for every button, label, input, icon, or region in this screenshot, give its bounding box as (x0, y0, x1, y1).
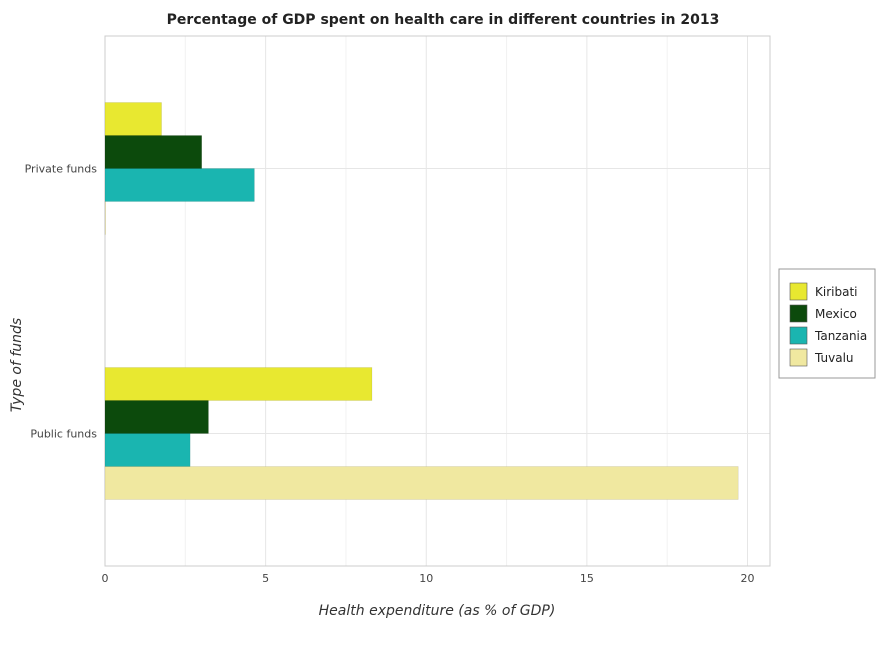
y-axis-label: Type of funds (9, 318, 25, 412)
legend-label-tanzania: Tanzania (814, 329, 867, 343)
legend-swatch-kiribati (789, 282, 808, 301)
plot-frame (104, 35, 771, 567)
chart-title: Percentage of GDP spent on health care i… (167, 12, 720, 28)
bar-tuvalu-public-funds (104, 466, 739, 500)
x-tick-label: 15 (580, 572, 594, 585)
bar-tanzania-private-funds (104, 168, 255, 202)
y-tick-label: Private funds (25, 163, 98, 176)
bar-kiribati-public-funds (104, 367, 373, 401)
x-tick-label: 20 (741, 572, 755, 585)
x-tick-label: 5 (262, 572, 269, 585)
bar-tanzania-public-funds (104, 433, 191, 467)
bar-kiribati-private-funds (104, 102, 162, 136)
legend-label-kiribati: Kiribati (815, 285, 857, 299)
bar-tuvalu-private-funds (104, 201, 106, 235)
bar-mexico-public-funds (104, 400, 209, 434)
legend-swatch-tanzania (789, 326, 808, 345)
plot-area: Private funds Public funds 0 5 10 15 20 (25, 35, 771, 585)
x-axis-label: Health expenditure (as % of GDP) (319, 603, 556, 619)
legend: Kiribati Mexico Tanzania Tuvalu (778, 268, 876, 379)
legend-swatch-tuvalu (789, 348, 808, 367)
x-tick-label: 0 (102, 572, 109, 585)
x-tick-label: 10 (419, 572, 433, 585)
legend-label-tuvalu: Tuvalu (814, 351, 854, 365)
y-tick-label: Public funds (30, 428, 97, 441)
legend-label-mexico: Mexico (815, 307, 857, 321)
bar-mexico-private-funds (104, 135, 202, 169)
legend-swatch-mexico (789, 304, 808, 323)
